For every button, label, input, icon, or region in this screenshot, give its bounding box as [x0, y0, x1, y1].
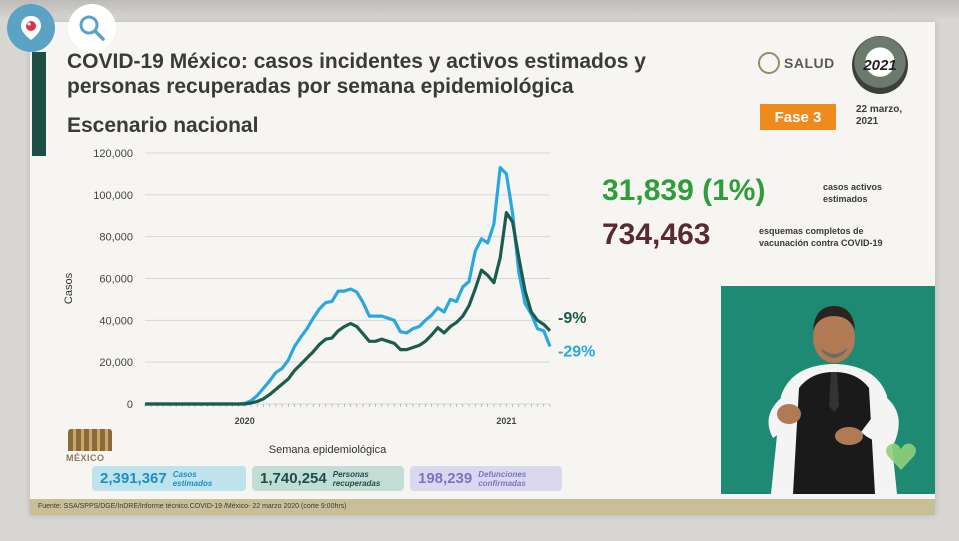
recovered-label: Personas recuperadas [333, 470, 381, 488]
mexico-logo-text: MÉXICO [66, 453, 105, 463]
x-year-label: 2021 [496, 416, 516, 426]
video-top-bar [0, 0, 959, 20]
report-date: 22 marzo, 2021 [856, 104, 902, 128]
y-axis-title: Casos [63, 272, 75, 304]
report-date-line-2: 2021 [856, 116, 879, 127]
phase-badge: Fase 3 [760, 104, 836, 130]
y-tick-label: 80,000 [99, 232, 133, 244]
estimated-cases-box: 2,391,367 Casos estimados [92, 466, 246, 491]
y-tick-label: 40,000 [99, 315, 133, 327]
incident-change-annotation: -29% [558, 343, 595, 360]
active-change-annotation: -9% [558, 310, 586, 327]
series-line-2 [145, 211, 552, 406]
y-tick-label: 20,000 [99, 357, 133, 369]
periscope-icon [21, 16, 41, 40]
slide: COVID-19 México: casos incidentes y acti… [30, 22, 935, 515]
recovered-value: 1,740,254 [260, 470, 327, 487]
title-accent-bar [32, 52, 46, 156]
x-year-label: 2020 [235, 416, 255, 426]
mexico-2021-logo: 2021 [852, 36, 908, 94]
page-title: COVID-19 México: casos incidentes y acti… [67, 50, 646, 98]
deaths-label-line-1: Defunciones [478, 469, 527, 479]
active-cases-label: casos activos estimados [823, 181, 933, 205]
vaccination-label-line-1: esquemas completos de [759, 226, 864, 236]
estimated-cases-label: Casos estimados [173, 470, 213, 488]
x-axis-title: Semana epidemiológica [269, 444, 387, 456]
logo-year-text: 2021 [863, 56, 897, 74]
vaccination-label-line-2: vacunación contra COVID-19 [759, 238, 883, 248]
salud-seal-icon [758, 52, 780, 74]
page-subtitle: Escenario nacional [67, 114, 259, 137]
search-icon [79, 15, 105, 41]
series-line-1 [145, 166, 552, 406]
y-tick-label: 120,000 [93, 148, 133, 160]
deaths-label: Defunciones confirmadas [478, 470, 526, 488]
y-tick-label: 100,000 [93, 190, 133, 202]
periscope-button[interactable] [7, 4, 55, 52]
recovered-label-line-2: recuperadas [332, 478, 381, 488]
cases-chart: 0 20,000 40,000 60,000 80,000 100,000 120,000 2… [63, 148, 595, 456]
vaccination-value: 734,463 [602, 218, 711, 251]
sign-language-interpreter-video [721, 286, 935, 494]
estimated-cases-value: 2,391,367 [100, 470, 167, 487]
deaths-label-line-2: confirmadas [478, 478, 526, 488]
search-button[interactable] [68, 4, 116, 52]
estimated-cases-label-line-1: Casos [172, 469, 197, 479]
active-cases-value: 31,839 (1%) [602, 174, 766, 207]
salud-logo: SALUD [758, 52, 835, 74]
salud-logo-text: SALUD [784, 55, 835, 71]
building-icon [68, 429, 112, 451]
recovered-box: 1,740,254 Personas recuperadas [252, 466, 404, 491]
recovered-label-line-1: Personas [332, 469, 369, 479]
gobierno-mexico-logo: MÉXICO [66, 427, 116, 467]
source-note: Fuente: SSA/SPPS/DGE/InDRE/Informe técni… [30, 499, 935, 515]
deaths-value: 198,239 [418, 470, 473, 487]
y-tick-label: 0 [127, 399, 133, 411]
report-date-line-1: 22 marzo, [856, 104, 903, 115]
estimated-cases-label-line-2: estimados [172, 478, 213, 488]
active-cases-label-line-2: estimados [823, 194, 868, 204]
y-tick-label: 60,000 [99, 274, 133, 286]
deaths-box: 198,239 Defunciones confirmadas [410, 466, 562, 491]
heart-icon [886, 443, 916, 470]
vaccination-label: esquemas completos de vacunación contra … [759, 225, 934, 249]
active-cases-label-line-1: casos activos [823, 182, 883, 192]
